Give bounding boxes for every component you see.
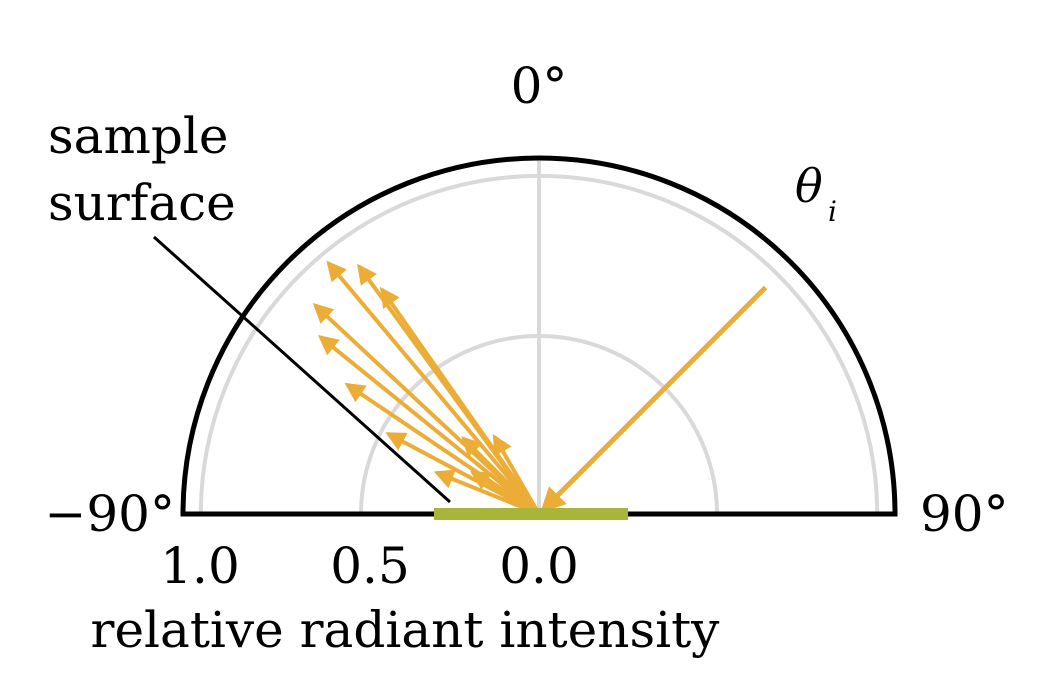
incident-angle-subscript: i (828, 195, 837, 228)
sample-label-line2: surface (48, 174, 236, 232)
x-axis-title: relative radiant intensity (91, 601, 721, 659)
grid-layer (198, 158, 880, 515)
reflected-ray (492, 434, 541, 515)
reflected-ray (461, 436, 541, 516)
reflected-ray (379, 286, 541, 516)
radial-tick-label: 1.0 (160, 537, 240, 595)
reflected-ray (326, 260, 541, 516)
radial-tick-label: 0.0 (499, 537, 579, 595)
sample-label-line1: sample (48, 107, 228, 165)
ray-layer (312, 260, 768, 516)
incident-ray (540, 285, 768, 513)
reflected-ray (317, 334, 541, 516)
reflected-ray (469, 470, 541, 516)
sample-pointer-line (152, 235, 452, 504)
radial-tick-label: 0.5 (330, 537, 410, 595)
top-angle-label: 0° (511, 57, 568, 115)
reflected-ray (433, 469, 540, 516)
outer-boundary (180, 155, 898, 517)
left-angle-label: −90° (44, 485, 175, 543)
sample-surface-bar (434, 508, 628, 520)
right-angle-label: 90° (920, 485, 1009, 543)
incident-angle-symbol: θ (795, 159, 823, 213)
